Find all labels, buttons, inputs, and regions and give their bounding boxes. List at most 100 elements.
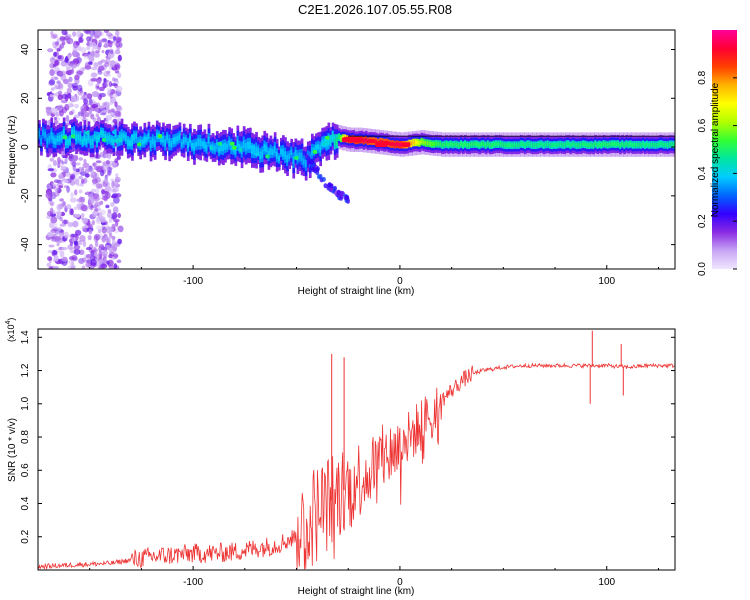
- heat-speckle: [109, 89, 116, 95]
- heat-ridge-cell: [641, 142, 645, 147]
- heat-blob: [134, 139, 140, 144]
- heat-speckle: [56, 179, 63, 184]
- heat-speckle: [53, 84, 58, 90]
- heat-speckle: [90, 78, 98, 82]
- heat-ridge-cell: [395, 142, 399, 147]
- spectrogram-xlabel: Height of straight line (km): [298, 286, 415, 297]
- heat-speckle: [67, 54, 72, 59]
- heat-speckle: [114, 110, 121, 117]
- heat-ridge-cell: [48, 136, 51, 142]
- heat-ridge-cell: [410, 141, 413, 146]
- heat-speckle: [76, 30, 82, 38]
- heat-speckle: [49, 202, 55, 207]
- heat-speckle: [93, 52, 100, 58]
- heat-speckle: [109, 96, 117, 104]
- heat-speckle: [57, 182, 64, 187]
- heat-speckle: [108, 101, 113, 106]
- heat-speckle: [114, 101, 118, 108]
- heat-ridge-cell: [153, 139, 157, 147]
- snr-ytick-label: 0.6: [20, 463, 31, 477]
- heat-ridge-cell: [555, 143, 558, 147]
- heat-ridge-cell: [447, 143, 451, 147]
- heat-speckle: [98, 39, 102, 45]
- heat-ridge-cell: [495, 142, 498, 146]
- heat-speckle: [103, 70, 110, 77]
- heat-speckle: [93, 233, 101, 241]
- heat-speckle: [105, 104, 110, 111]
- heat-ridge-cell: [302, 158, 306, 165]
- heat-ridge-cell: [435, 141, 438, 146]
- heat-speckle: [54, 59, 59, 66]
- heat-ridge-cell: [265, 145, 269, 152]
- heat-speckle: [53, 51, 57, 57]
- heat-speckle: [111, 242, 115, 249]
- heat-speckle: [49, 265, 53, 269]
- heat-ridge-cell: [602, 142, 606, 146]
- heat-speckle: [61, 219, 69, 225]
- heat-speckle: [47, 48, 54, 53]
- heat-speckle: [82, 217, 89, 224]
- heat-ridge-cell: [38, 130, 41, 137]
- heat-speckle: [50, 216, 58, 224]
- heat-peak: [342, 137, 363, 143]
- heat-ridge-cell: [217, 145, 221, 153]
- heat-speckle: [59, 36, 66, 41]
- heat-speckle: [86, 45, 91, 51]
- heat-speckle: [104, 42, 109, 47]
- spectrogram-ytick-label: -40: [20, 237, 31, 252]
- colorbar-tick-label: 0.2: [697, 214, 708, 228]
- heat-ridge-cell: [89, 138, 93, 146]
- heat-speckle: [106, 70, 111, 75]
- heat-speckle: [118, 42, 123, 48]
- heat-speckle: [56, 204, 62, 211]
- heat-blob: [254, 152, 260, 157]
- heat-ridge-cell: [143, 136, 147, 144]
- heat-speckle: [91, 91, 99, 98]
- heat-speckle: [78, 37, 84, 43]
- heat-speckle: [57, 104, 64, 110]
- heat-speckle: [53, 160, 57, 167]
- heat-speckle: [50, 57, 57, 60]
- heat-speckle: [51, 236, 55, 240]
- heat-ridge-cell: [244, 143, 248, 151]
- heat-speckle: [65, 114, 70, 123]
- heat-ridge-cell: [275, 151, 279, 159]
- heat-speckle: [51, 226, 57, 230]
- heat-ridge-cell: [91, 138, 95, 145]
- heat-ridge-cell: [509, 143, 513, 148]
- heat-speckle: [108, 248, 113, 253]
- heat-blob: [229, 141, 235, 146]
- heat-speckle: [103, 236, 110, 243]
- heat-ridge-cell: [431, 142, 434, 146]
- heat-ridge-cell: [654, 143, 657, 147]
- heat-ridge-cell: [329, 137, 333, 144]
- heat-ridge-cell: [573, 142, 577, 147]
- heat-ridge-cell: [81, 138, 85, 145]
- heat-speckle: [59, 223, 66, 227]
- heat-ridge-cell: [557, 142, 560, 147]
- snr-xtick-label: 0: [397, 577, 403, 588]
- heat-ridge-cell: [656, 143, 660, 147]
- heat-speckle: [89, 113, 94, 118]
- heat-speckle: [74, 189, 78, 196]
- heat-speckle: [54, 41, 60, 46]
- heat-ridge-cell: [263, 144, 267, 152]
- heat-ridge-cell: [234, 148, 238, 155]
- heat-speckle: [98, 265, 105, 269]
- heat-speckle: [64, 231, 69, 239]
- heat-ridge-cell: [625, 142, 629, 146]
- heat-speckle: [97, 196, 102, 200]
- heat-speckle: [47, 256, 53, 261]
- heat-speckle: [49, 207, 54, 215]
- heat-ridge-cell: [586, 143, 589, 147]
- heat-ridge-cell: [64, 137, 68, 145]
- heat-ridge-cell: [160, 136, 163, 142]
- heat-speckle: [101, 49, 105, 54]
- heat-speckle: [88, 249, 96, 254]
- heat-ridge-cell: [559, 142, 562, 147]
- heat-speckle: [114, 60, 119, 66]
- heat-ridge-cell: [251, 146, 254, 154]
- heat-ridge-cell: [93, 133, 97, 139]
- heat-ridge-cell: [294, 150, 298, 157]
- heat-speckle: [78, 175, 83, 180]
